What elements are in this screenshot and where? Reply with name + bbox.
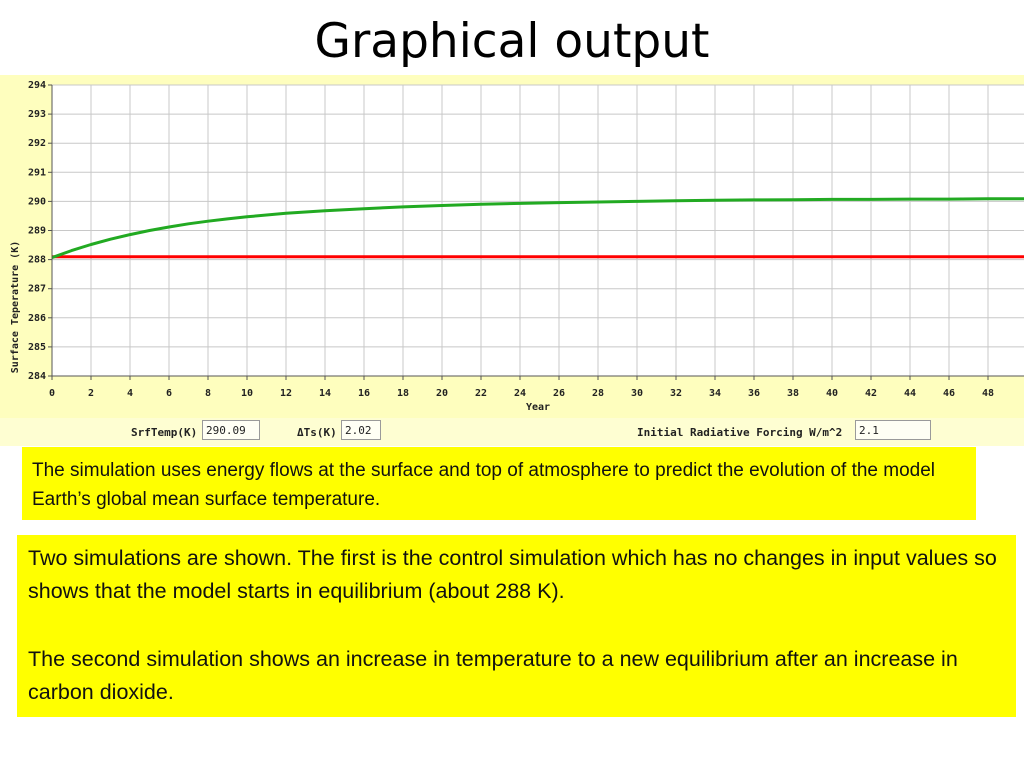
x-tick-label: 40 [826, 388, 838, 399]
x-tick-label: 30 [631, 388, 643, 399]
y-tick-label: 289 [28, 226, 46, 237]
x-tick-label: 4 [127, 388, 133, 399]
x-tick-label: 28 [592, 388, 604, 399]
delta-ts-label: ΔTs(K) [297, 426, 337, 439]
x-tick-label: 22 [475, 388, 487, 399]
x-tick-label: 0 [49, 388, 55, 399]
forcing-field[interactable]: 2.1 [855, 420, 931, 440]
description-box: The simulation uses energy flows at the … [22, 447, 976, 520]
explanation-paragraph-1: Two simulations are shown. The first is … [28, 546, 997, 603]
x-tick-label: 2 [88, 388, 94, 399]
srftemp-field[interactable]: 290.09 [202, 420, 260, 440]
y-tick-label: 284 [28, 371, 46, 382]
explanation-box: Two simulations are shown. The first is … [17, 535, 1016, 717]
x-tick-label: 24 [514, 388, 526, 399]
y-tick-label: 290 [28, 196, 46, 207]
x-tick-label: 16 [358, 388, 370, 399]
x-axis-label: Year [526, 402, 550, 413]
srftemp-label: SrfTemp(K) [131, 426, 198, 439]
y-tick-label: 288 [28, 255, 46, 266]
y-tick-label: 294 [28, 80, 46, 91]
description-text: The simulation uses energy flows at the … [32, 460, 936, 510]
controls-row: SrfTemp(K) 290.09 ΔTs(K) 2.02 Initial Ra… [0, 418, 1024, 446]
slide-title: Graphical output [314, 14, 710, 69]
y-tick-label: 292 [28, 138, 46, 149]
x-tick-label: 14 [319, 388, 331, 399]
x-tick-label: 26 [553, 388, 565, 399]
x-tick-label: 34 [709, 388, 721, 399]
grid-lines [52, 84, 1024, 376]
forcing-label: Initial Radiative Forcing W/m^2 [637, 426, 843, 439]
x-tick-label: 20 [436, 388, 448, 399]
x-tick-label: 18 [397, 388, 409, 399]
explanation-paragraph-2: The second simulation shows an increase … [28, 647, 958, 704]
x-tick-label: 46 [943, 388, 955, 399]
x-tick-label: 42 [865, 388, 877, 399]
y-axis-label: Surface Teperature (K) [10, 241, 21, 373]
y-tick-label: 291 [28, 167, 46, 178]
x-tick-label: 6 [166, 388, 172, 399]
y-tick-label: 286 [28, 313, 46, 324]
x-tick-label: 44 [904, 388, 916, 399]
y-axis-ticks: 284 285 286 287 288 289 290 291 292 293 294 [28, 80, 52, 382]
y-tick-label: 293 [28, 109, 46, 120]
x-tick-label: 8 [205, 388, 211, 399]
x-tick-label: 36 [748, 388, 760, 399]
delta-ts-field[interactable]: 2.02 [341, 420, 381, 440]
co2-series-line [51, 197, 1024, 260]
x-tick-label: 12 [280, 388, 292, 399]
y-tick-label: 285 [28, 342, 46, 353]
y-tick-label: 287 [28, 284, 46, 295]
x-tick-label: 48 [982, 388, 994, 399]
x-tick-label: 10 [241, 388, 253, 399]
x-axis-ticks: 0 2 4 6 8 10 12 14 16 18 20 22 24 26 28 30 32 34 36 38 40 42 4… [49, 376, 1024, 399]
series-layer [51, 197, 1024, 260]
x-tick-label: 32 [670, 388, 682, 399]
x-tick-label: 38 [787, 388, 799, 399]
